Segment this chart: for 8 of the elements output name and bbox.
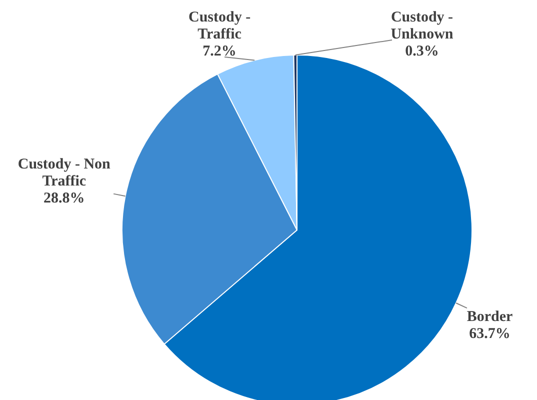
data-label: 28.8% — [44, 190, 85, 206]
data-label: 7.2% — [202, 44, 236, 60]
data-label: 63.7% — [469, 326, 510, 342]
slice-label: Custody - Traffic — [188, 10, 251, 42]
slice-label: Border — [466, 309, 513, 326]
data-label: 0.3% — [405, 44, 439, 60]
slice-label: Custody - Non Traffic — [18, 156, 112, 190]
slice-label: Custody - Unknown — [390, 10, 454, 42]
